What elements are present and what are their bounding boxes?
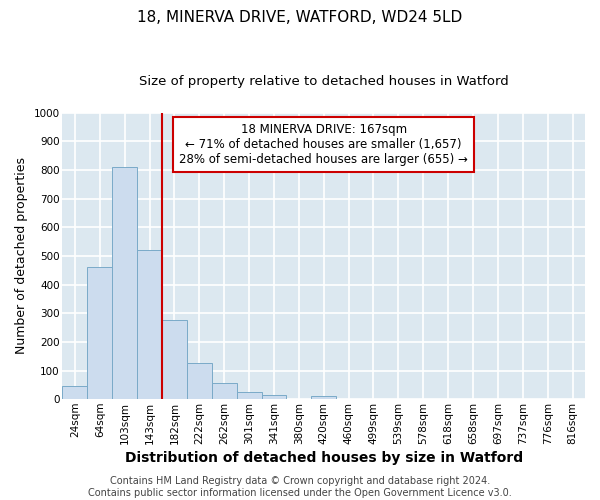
Bar [262,395,286,399]
Bar [187,364,212,399]
Y-axis label: Number of detached properties: Number of detached properties [15,158,28,354]
Bar [212,384,236,399]
Bar [62,386,88,399]
Bar [236,392,262,399]
Text: Contains HM Land Registry data © Crown copyright and database right 2024.
Contai: Contains HM Land Registry data © Crown c… [88,476,512,498]
Bar [162,320,187,399]
Bar [137,250,162,399]
Bar [311,396,336,399]
Text: 18, MINERVA DRIVE, WATFORD, WD24 5LD: 18, MINERVA DRIVE, WATFORD, WD24 5LD [137,10,463,25]
Bar [88,268,112,399]
Title: Size of property relative to detached houses in Watford: Size of property relative to detached ho… [139,75,509,88]
Text: 18 MINERVA DRIVE: 167sqm
← 71% of detached houses are smaller (1,657)
28% of sem: 18 MINERVA DRIVE: 167sqm ← 71% of detach… [179,123,468,166]
X-axis label: Distribution of detached houses by size in Watford: Distribution of detached houses by size … [125,451,523,465]
Bar [112,167,137,399]
